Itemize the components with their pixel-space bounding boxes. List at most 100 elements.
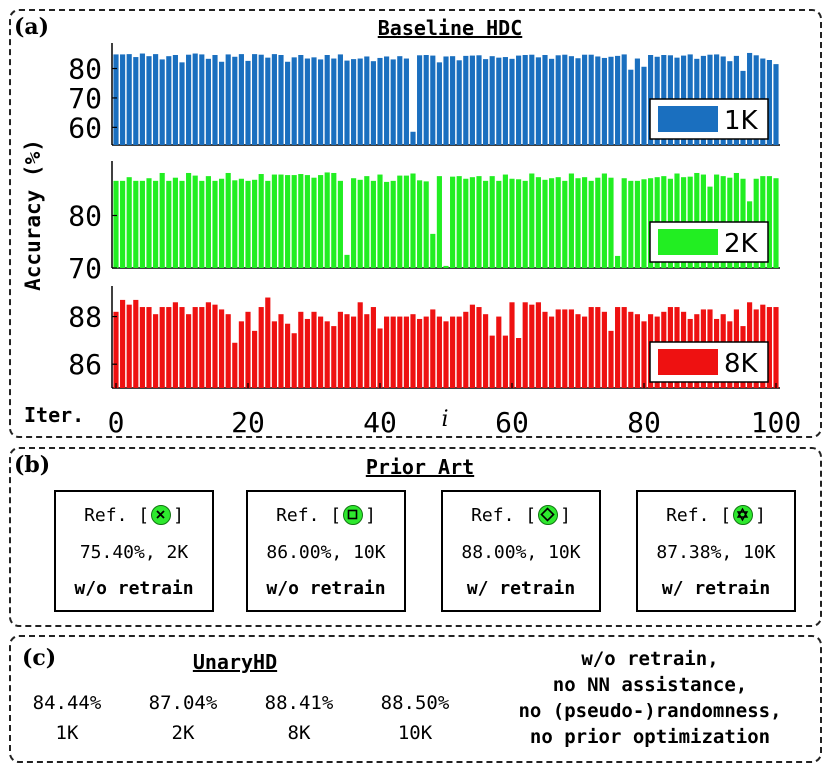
bar-8K-54 [469, 304, 475, 388]
bar-8K-57 [489, 335, 495, 388]
y-tick-label: 80 [68, 53, 102, 86]
unaryhd-note-1: w/o retrain, [581, 648, 719, 670]
bar-8K-53 [463, 311, 469, 388]
bar-8K-63 [529, 304, 535, 388]
bar-8K-70 [575, 314, 581, 388]
bar-2K-68 [562, 180, 568, 268]
prior-art-value: 75.40%, 2K [79, 542, 189, 563]
bar-1K-76 [615, 55, 621, 145]
bar-8K-55 [476, 307, 482, 388]
bar-1K-49 [436, 62, 442, 146]
bar-1K-31 [318, 59, 324, 145]
x-icon [151, 505, 172, 525]
prior-art-card-2: Ref. [] 86.00%, 10K w/o retrain [246, 490, 406, 612]
bar-2K-74 [601, 173, 607, 268]
y-tick-label: 80 [68, 200, 102, 233]
bar-2K-79 [634, 180, 640, 268]
bar-2K-49 [436, 176, 442, 268]
bar-8K-20 [245, 311, 251, 388]
x-axis-prefix: Iter. [24, 403, 84, 427]
bar-1K-17 [225, 54, 231, 145]
bar-1K-71 [582, 54, 588, 145]
bar-1K-61 [516, 55, 522, 145]
bar-8K-11 [186, 314, 192, 388]
prior-art-card-3: Ref. [] 88.00%, 10K w/ retrain [441, 490, 601, 612]
bar-2K-2 [126, 177, 132, 268]
bar-2K-5 [146, 178, 152, 268]
bar-2K-16 [219, 178, 225, 268]
baseline-hdc-chart: Accuracy (%) Iter. i 6070801K70802K86888… [21, 43, 801, 439]
bar-2K-54 [469, 177, 475, 268]
bar-1K-37 [357, 58, 363, 145]
bar-8K-25 [278, 314, 284, 388]
bar-8K-36 [351, 316, 357, 388]
bar-1K-60 [509, 58, 515, 145]
bar-8K-75 [608, 330, 614, 388]
bar-1K-18 [232, 56, 238, 145]
bar-2K-72 [588, 180, 594, 268]
bar-8K-9 [172, 302, 178, 388]
bar-8K-52 [456, 316, 462, 388]
bar-2K-10 [179, 180, 185, 268]
bar-8K-33 [331, 326, 337, 388]
bar-1K-12 [192, 53, 198, 145]
bar-8K-37 [357, 302, 363, 388]
bar-2K-51 [450, 176, 456, 268]
legend-label: 2K [724, 229, 759, 259]
panel-c [9, 635, 822, 763]
bar-8K-76 [615, 307, 621, 388]
ref-end: ] [173, 504, 184, 526]
bar-2K-22 [258, 174, 264, 268]
bar-1K-4 [139, 53, 145, 145]
panel-a-label: (a) [14, 14, 50, 40]
bar-2K-70 [575, 178, 581, 268]
bar-2K-50 [443, 265, 449, 268]
unaryhd-acc-10k: 88.50% [380, 692, 450, 714]
bar-8K-4 [139, 307, 145, 388]
bar-8K-47 [423, 316, 429, 388]
legend-label: 8K [724, 349, 759, 379]
prior-art-note: w/o retrain [266, 578, 386, 599]
bar-8K-56 [483, 314, 489, 388]
bar-8K-14 [205, 302, 211, 388]
bar-8K-48 [430, 309, 436, 388]
unaryhd-acc-1k: 84.44% [32, 692, 102, 714]
bar-1K-70 [575, 58, 581, 146]
bar-2K-47 [423, 181, 429, 268]
bar-1K-62 [522, 55, 528, 145]
bar-2K-31 [318, 175, 324, 268]
bar-1K-63 [529, 54, 535, 145]
bar-1K-75 [608, 56, 614, 145]
bar-1K-51 [450, 56, 456, 146]
bar-8K-30 [311, 311, 317, 388]
bar-8K-40 [377, 328, 383, 388]
bar-1K-67 [555, 55, 561, 146]
unaryhd-dim-8k: 8K [287, 722, 311, 744]
bar-1K-53 [463, 55, 469, 145]
bar-2K-64 [535, 177, 541, 268]
bar-1K-25 [278, 55, 284, 145]
bar-8K-71 [582, 316, 588, 388]
bar-1K-43 [397, 56, 403, 146]
bar-2K-69 [568, 173, 574, 268]
bar-8K-50 [443, 321, 449, 388]
unaryhd-dim-10k: 10K [397, 722, 433, 744]
bar-2K-19 [238, 178, 244, 268]
bar-1K-54 [469, 55, 475, 145]
bar-8K-72 [588, 307, 594, 388]
bar-1K-41 [384, 56, 390, 145]
x-tick-label: 20 [231, 406, 265, 439]
bar-2K-39 [370, 180, 376, 268]
bar-1K-10 [179, 62, 185, 146]
x-tick-label: 60 [495, 406, 529, 439]
bar-1K-5 [146, 56, 152, 146]
prior-art-card-1: Ref. [] 75.40%, 2K w/o retrain [54, 490, 214, 612]
bar-1K-57 [489, 56, 495, 146]
bar-8K-64 [535, 302, 541, 388]
bar-1K-20 [245, 60, 251, 145]
bar-8K-38 [364, 314, 370, 388]
bar-2K-38 [364, 176, 370, 268]
unaryhd-note-4: no prior optimization [529, 726, 771, 748]
bar-2K-53 [463, 178, 469, 268]
panel-b [9, 447, 822, 627]
